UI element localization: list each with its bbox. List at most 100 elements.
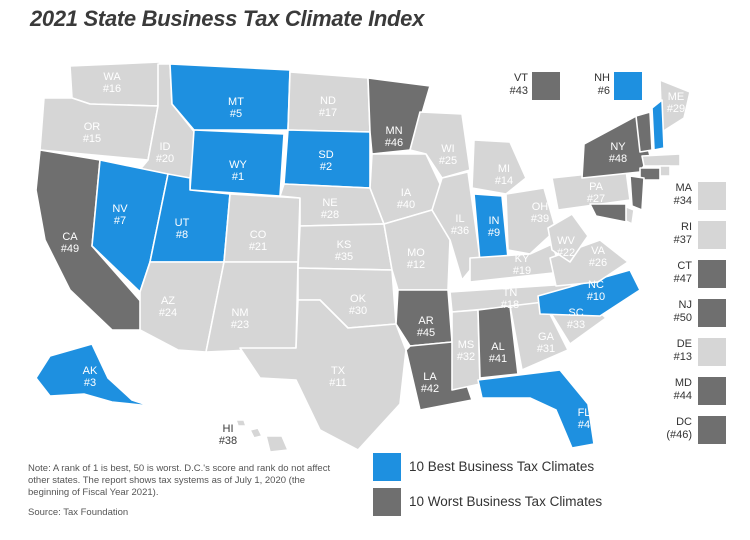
state-rank: #11 xyxy=(329,377,347,389)
map-title: 2021 State Business Tax Climate Index xyxy=(30,6,425,31)
sidebar-state-label: CT #47 xyxy=(673,260,692,285)
state-abbr: TX xyxy=(331,365,346,377)
state-label-ak: AK #3 xyxy=(83,365,98,389)
state-mi xyxy=(471,139,527,195)
state-wv xyxy=(547,213,589,263)
state-abbr: IA xyxy=(401,187,412,199)
state-abbr: WI xyxy=(441,143,454,155)
sidebar-state-swatch xyxy=(698,416,726,444)
state-abbr: MT xyxy=(228,96,244,108)
footnote: Note: A rank of 1 is best, 50 is worst. … xyxy=(28,463,331,498)
state-rank: #41 xyxy=(489,353,507,365)
state-label-la: LA #42 xyxy=(421,371,439,395)
sidebar-state-nj: NJ #50 xyxy=(652,299,742,327)
state-label-mi: MI #14 xyxy=(495,163,513,187)
state-abbr: UT xyxy=(175,217,190,229)
state-label-ia: IA #40 xyxy=(397,187,415,211)
state-abbr: CA xyxy=(62,231,78,243)
state-abbr: NV xyxy=(112,203,128,215)
state-abbr: OR xyxy=(84,121,101,133)
sidebar-state-swatch xyxy=(698,221,726,249)
state-label-or: OR #15 xyxy=(83,121,101,145)
sidebar-state-label: DC (#46) xyxy=(666,416,692,441)
state-nj xyxy=(629,175,645,211)
state-abbr: KY xyxy=(515,253,530,265)
state-abbr: IL xyxy=(455,213,464,225)
sidebar-state-swatch xyxy=(698,377,726,405)
state-rank: #23 xyxy=(231,319,249,331)
state-abbr: MO xyxy=(407,247,425,259)
state-label-ne: NE #28 xyxy=(321,197,339,221)
vt-label: VT #43 xyxy=(509,72,528,97)
state-ma xyxy=(641,153,681,167)
state-al xyxy=(477,305,519,379)
state-label-mt: MT #5 xyxy=(228,96,244,120)
state-label-me: ME #29 xyxy=(667,91,685,115)
state-label-wv: WV #22 xyxy=(557,235,576,259)
state-rank: #20 xyxy=(156,153,174,165)
state-label-oh: OH #39 xyxy=(531,201,549,225)
sidebar-state-ct: CT #47 xyxy=(652,260,742,288)
legend-worst-label: 10 Worst Business Tax Climates xyxy=(409,494,603,509)
state-abbr: PA xyxy=(589,181,604,193)
state-abbr: SD xyxy=(318,149,333,161)
sidebar-state-swatch xyxy=(698,338,726,366)
nh-swatch xyxy=(614,72,642,100)
state-rank: #17 xyxy=(319,107,337,119)
state-abbr: AZ xyxy=(161,295,175,307)
state-nc xyxy=(537,269,641,317)
state-label-ar: AR #45 xyxy=(417,315,435,339)
state-label-in: IN #9 xyxy=(488,215,500,239)
sidebar-state-label: DE #13 xyxy=(673,338,692,363)
state-rank: #9 xyxy=(488,227,500,239)
state-label-nv: NV #7 xyxy=(112,203,128,227)
state-rank: #49 xyxy=(61,243,79,255)
source-text: Source: Tax Foundation xyxy=(28,507,129,518)
state-label-tn: TN #18 xyxy=(501,287,519,311)
state-label-id: ID #20 xyxy=(156,141,174,165)
state-label-ms: MS #32 xyxy=(457,339,475,363)
state-ri xyxy=(659,165,671,177)
state-label-fl: FL #4 xyxy=(578,407,591,431)
state-abbr: WV xyxy=(557,235,575,247)
state-rank: #33 xyxy=(567,319,585,331)
state-abbr: NC xyxy=(588,279,604,291)
state-rank: #5 xyxy=(230,108,242,120)
sidebar-state-label: MD #44 xyxy=(673,377,692,402)
state-label-ok: OK #30 xyxy=(349,293,367,317)
state-rank: #1 xyxy=(232,171,244,183)
state-rank: #7 xyxy=(114,215,126,227)
sidebar-state-md: MD #44 xyxy=(652,377,742,405)
state-rank: #24 xyxy=(159,307,177,319)
state-abbr: MS xyxy=(458,339,475,351)
state-label-nm: NM #23 xyxy=(231,307,249,331)
legend-best-label: 10 Best Business Tax Climates xyxy=(409,459,595,474)
sidebar-state-swatch xyxy=(698,299,726,327)
state-abbr: WY xyxy=(229,159,247,171)
state-abbr: OK xyxy=(350,293,367,305)
state-rank: #32 xyxy=(457,351,475,363)
state-label-wa: WA #16 xyxy=(103,71,121,95)
sidebar-state-label: MA #34 xyxy=(673,182,692,207)
state-rank: #22 xyxy=(557,247,575,259)
state-rank: #10 xyxy=(587,291,605,303)
state-abbr: NM xyxy=(231,307,248,319)
state-rank: #27 xyxy=(587,193,605,205)
state-rank: #3 xyxy=(84,377,96,389)
state-abbr: VA xyxy=(591,245,606,257)
state-label-sc: SC #33 xyxy=(567,307,585,331)
state-abbr: CO xyxy=(250,229,267,241)
state-label-hi: HI #38 xyxy=(219,423,237,447)
state-rank: #15 xyxy=(83,133,101,145)
state-mt xyxy=(169,63,291,131)
state-ga xyxy=(509,301,569,371)
vt-swatch xyxy=(532,72,560,100)
state-rank: #25 xyxy=(439,155,457,167)
state-label-il: IL #36 xyxy=(451,213,469,237)
legend-best-swatch xyxy=(373,453,401,481)
sidebar-state-ma: MA #34 xyxy=(652,182,742,210)
state-abbr: FL xyxy=(578,407,591,419)
state-label-ky: KY #19 xyxy=(513,253,531,277)
state-rank: #26 xyxy=(589,257,607,269)
